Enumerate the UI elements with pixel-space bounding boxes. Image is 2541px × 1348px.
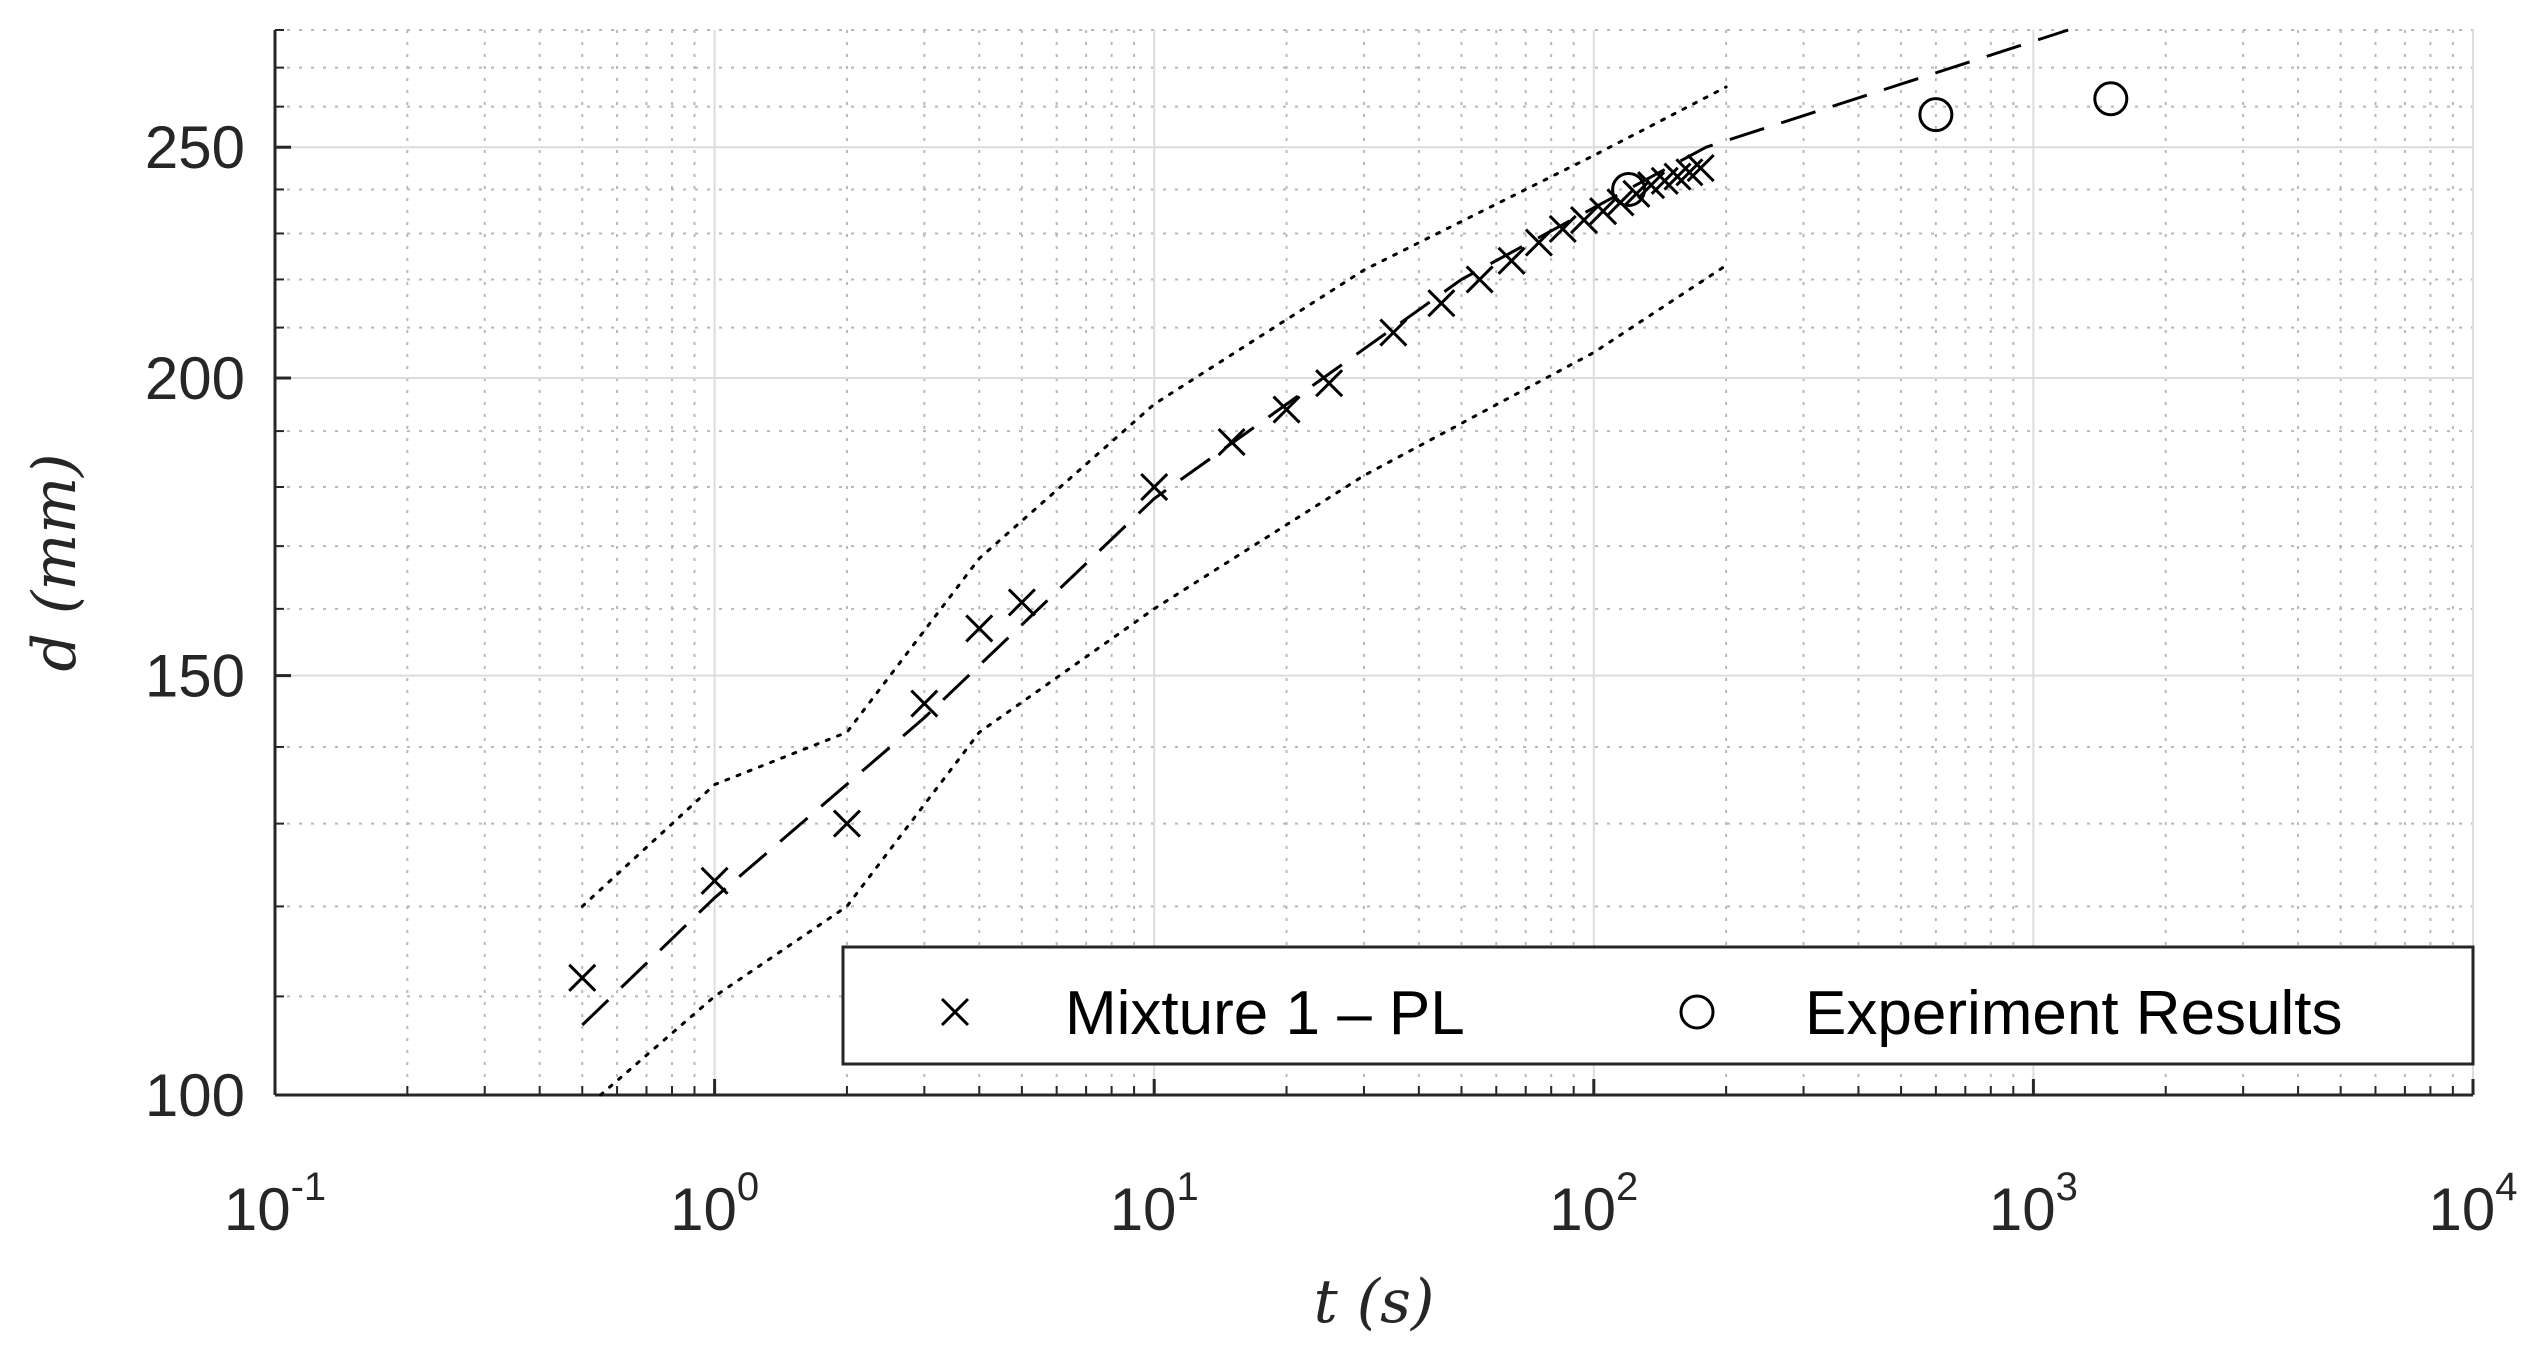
x-marker: [1140, 472, 1169, 502]
minor-grid: [275, 29, 2473, 1095]
x-marker: [568, 963, 597, 992]
x-marker: [1465, 265, 1494, 294]
x-marker: [965, 614, 994, 643]
legend: Mixture 1 – PL Experiment Results: [841, 945, 2475, 1066]
x-marker: [910, 689, 939, 718]
tick-labels: 10-1 100 101 102 103 104 100 150 200 250: [145, 114, 2518, 1243]
legend-label-experiment: Experiment Results: [1805, 979, 2343, 1048]
x-tick-label: 101: [1110, 1165, 1199, 1243]
major-grid: [274, 30, 2474, 1096]
x-marker: [700, 866, 729, 895]
x-marker: [1217, 427, 1246, 457]
x-marker: [1427, 289, 1456, 318]
x-marker: [1686, 154, 1715, 183]
axis-labels: t (s) d (mm): [20, 453, 1434, 1337]
x-marker: [832, 809, 861, 838]
legend-label-mixture: Mixture 1 – PL: [1065, 979, 1465, 1048]
fit-line: [581, 28, 2069, 1027]
x-marker: [1315, 369, 1344, 398]
y-axis-label: d (mm): [20, 453, 90, 671]
axes: [273, 29, 2475, 1097]
data-markers: [568, 81, 2129, 992]
lower-bound-line: [599, 263, 1728, 1097]
upper-bound-line: [580, 85, 1728, 908]
x-marker: [1589, 197, 1618, 226]
circle-marker: [2093, 81, 2129, 117]
legend-x-marker: [940, 997, 970, 1027]
x-tick-label: 102: [1549, 1165, 1638, 1243]
x-axis-label: t (s): [1314, 1267, 1435, 1337]
circle-marker: [1918, 97, 1954, 133]
circle-marker: [1611, 171, 1647, 207]
y-tick-label: 200: [145, 345, 245, 412]
x-tick-label: 10-1: [224, 1165, 326, 1243]
y-tick-label: 150: [145, 643, 245, 710]
confidence-bounds: [580, 85, 1728, 1097]
fit-line-path: [581, 28, 2069, 1027]
x-tick-label: 104: [2429, 1165, 2518, 1243]
x-marker: [1272, 395, 1301, 424]
x-marker: [1569, 206, 1599, 235]
y-tick-label: 250: [145, 114, 245, 181]
legend-box: [841, 945, 2475, 1066]
y-tick-label: 100: [145, 1062, 245, 1129]
legend-circle-marker: [1679, 994, 1715, 1030]
x-marker: [1007, 588, 1036, 617]
x-tick-label: 100: [670, 1165, 759, 1243]
x-marker: [1548, 214, 1577, 244]
x-marker: [1379, 318, 1408, 347]
x-marker: [1497, 246, 1526, 275]
x-tick-label: 103: [1989, 1165, 2078, 1243]
x-marker: [1524, 228, 1553, 257]
